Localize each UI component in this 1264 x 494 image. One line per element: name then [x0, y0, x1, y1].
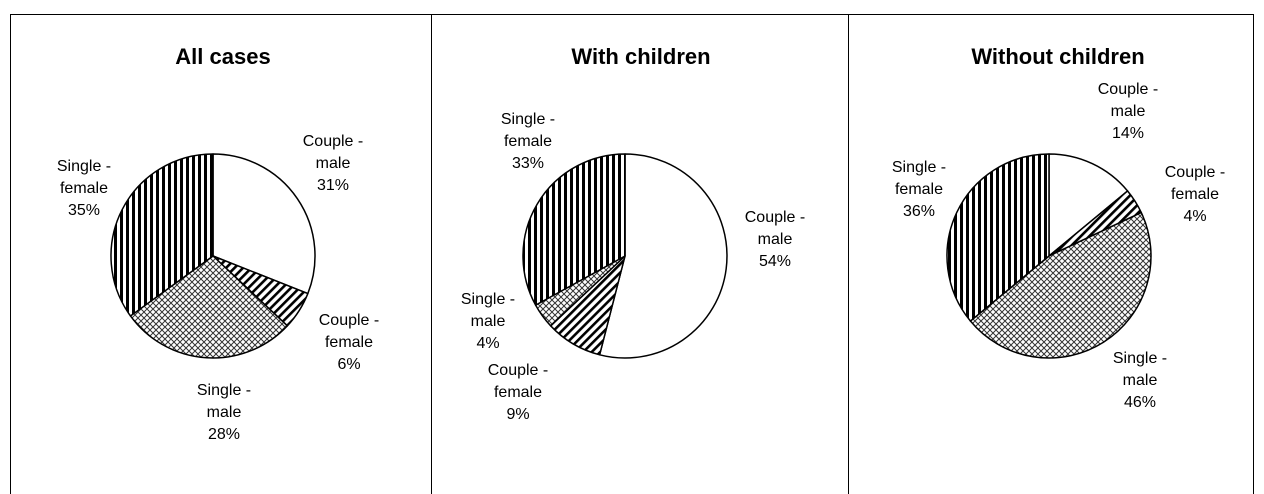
- pie-slice: [522, 153, 626, 306]
- pie-slice: [110, 153, 214, 317]
- slice-label: Single -male 28%: [197, 382, 251, 443]
- slice-label: Single -female 33%: [501, 111, 555, 172]
- chart-panel-without-children: Without children Couple -male 14%Couple -…: [892, 44, 1225, 411]
- pie-slices: [110, 153, 316, 359]
- slice-label: Couple -male 31%: [303, 133, 363, 194]
- pie-slice: [1048, 153, 1129, 257]
- slice-labels: Couple -male 31% Couple -female 6% Single -m…: [57, 133, 379, 443]
- slice-label: Couple -female 6%: [319, 312, 379, 373]
- slice-label: Couple -female 9%: [488, 362, 548, 423]
- slice-label: Single -male 4%: [461, 291, 515, 352]
- chart-title: Without children: [971, 44, 1144, 69]
- chart-title: With children: [571, 44, 710, 69]
- pie-slice: [946, 153, 1050, 322]
- pie-slice: [212, 153, 316, 295]
- slice-label: Couple -male 54%: [745, 209, 805, 270]
- chart-panel-all-cases: All cases Couple -male 31% Couple -female 6…: [57, 44, 379, 443]
- slice-labels: Couple -male 54% Couple -female 9% Single -m…: [461, 111, 805, 423]
- slice-label: Single -female 35%: [57, 158, 111, 219]
- figure-border: [10, 14, 1254, 494]
- pie-slice: [598, 153, 728, 359]
- pie-slices: [946, 153, 1152, 359]
- slice-label: Couple -male 14%: [1098, 81, 1158, 142]
- pie-slices: [522, 153, 728, 359]
- pie-slice: [129, 255, 289, 359]
- chart-title: All cases: [175, 44, 270, 69]
- slice-labels: Couple -male 14%Couple -female 4% Single -m…: [892, 81, 1225, 411]
- chart-panel-with-children: With children Couple -male 54% Couple -fem…: [461, 44, 805, 423]
- slice-label: Couple -female 4%: [1165, 164, 1225, 225]
- slice-label: Single -male 46%: [1113, 350, 1167, 411]
- pie-slice: [969, 211, 1152, 359]
- slice-label: Single -female 36%: [892, 159, 946, 220]
